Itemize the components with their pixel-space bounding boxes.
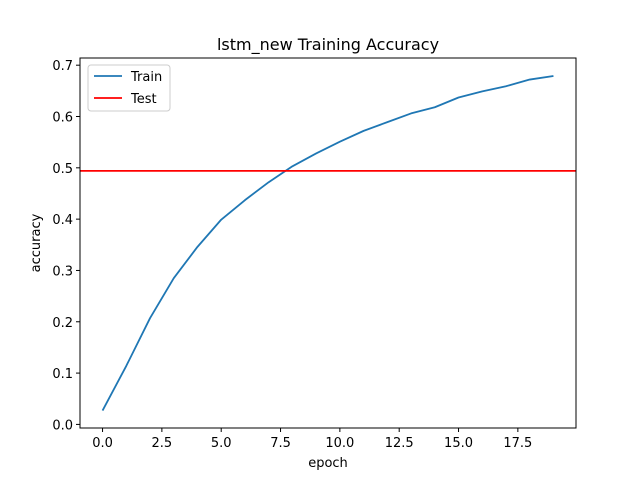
x-tick-label: 12.5: [385, 436, 414, 451]
x-tick-label: 17.5: [503, 436, 532, 451]
y-tick-label: 0.4: [52, 213, 73, 228]
x-tick-label: 7.5: [270, 436, 291, 451]
x-tick-label: 15.0: [444, 436, 473, 451]
legend-label-train: Train: [130, 70, 162, 85]
y-tick-label: 0.1: [52, 367, 73, 382]
x-axis: 0.0 2.5 5.0 7.5 10.0 12.5 15.0 17.5: [92, 428, 532, 451]
axes-frame: [79, 57, 577, 429]
y-tick-label: 0.0: [52, 418, 73, 433]
legend: Train Test: [87, 64, 171, 112]
x-tick-label: 0.0: [92, 436, 113, 451]
legend-label-test: Test: [130, 92, 157, 107]
x-tick-label: 2.5: [152, 436, 173, 451]
y-tick-label: 0.6: [52, 111, 73, 126]
series-line-train: [101, 75, 554, 411]
y-axis: 0.0 0.1 0.2 0.3 0.4 0.5 0.6 0.7: [52, 59, 80, 433]
y-tick-label: 0.7: [52, 59, 73, 74]
x-tick-label: 10.0: [325, 436, 354, 451]
y-tick-label: 0.5: [52, 162, 73, 177]
chart-title: lstm_new Training Accuracy: [217, 35, 439, 55]
x-tick-label: 5.0: [211, 436, 232, 451]
y-tick-label: 0.2: [52, 316, 73, 331]
x-axis-label: epoch: [308, 456, 348, 471]
y-axis-label: accuracy: [29, 213, 44, 272]
y-tick-label: 0.3: [52, 264, 73, 279]
plot-area: [80, 75, 576, 411]
